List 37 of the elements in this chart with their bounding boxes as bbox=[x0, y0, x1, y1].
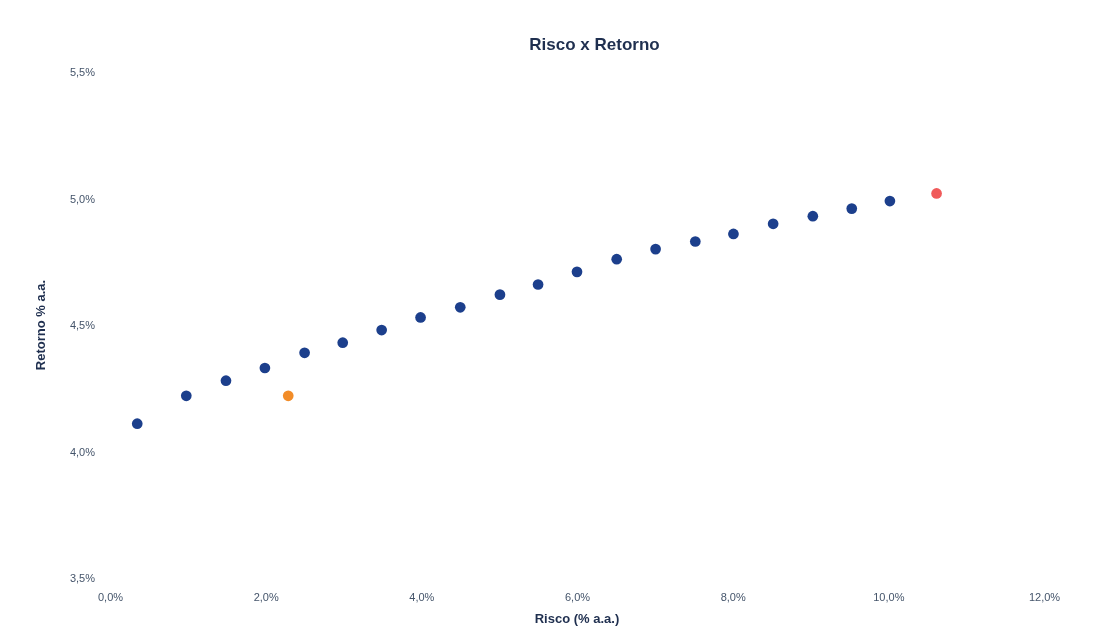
point bbox=[376, 324, 387, 336]
point bbox=[282, 390, 294, 402]
x-tick-label: 2,0% bbox=[253, 590, 279, 603]
point bbox=[611, 253, 623, 265]
point bbox=[807, 210, 819, 222]
point bbox=[532, 279, 544, 290]
y-tick-label: 5,5% bbox=[69, 66, 96, 79]
point bbox=[846, 203, 858, 214]
x-tick-label: 4,0% bbox=[409, 590, 435, 603]
chart-title: Risco x Retorno bbox=[529, 35, 660, 54]
point bbox=[689, 236, 701, 247]
point bbox=[571, 266, 583, 278]
x-tick-label: 10,0% bbox=[873, 590, 905, 603]
y-tick-label: 3,5% bbox=[69, 572, 96, 585]
point bbox=[884, 195, 896, 207]
x-axis-title: Risco (% a.a.) bbox=[534, 611, 620, 626]
point bbox=[454, 301, 466, 313]
y-tick-label: 4,5% bbox=[69, 319, 96, 332]
point bbox=[337, 337, 349, 349]
point bbox=[180, 390, 192, 402]
x-tick-label: 6,0% bbox=[564, 590, 591, 603]
y-axis-title: Retorno % a.a. bbox=[33, 279, 48, 371]
point bbox=[415, 312, 426, 323]
point bbox=[650, 243, 661, 255]
x-tick-label: 0,0% bbox=[97, 590, 124, 603]
point bbox=[767, 218, 779, 230]
point bbox=[259, 362, 271, 374]
x-tick-label: 8,0% bbox=[720, 590, 746, 603]
y-tick-label: 4,0% bbox=[69, 445, 96, 458]
point bbox=[494, 289, 506, 300]
point bbox=[931, 188, 942, 199]
point bbox=[131, 418, 143, 430]
x-tick-label: 12,0% bbox=[1028, 590, 1061, 603]
point bbox=[220, 375, 232, 386]
y-tick-label: 5,0% bbox=[69, 192, 96, 205]
point bbox=[299, 347, 310, 359]
point bbox=[728, 228, 739, 240]
